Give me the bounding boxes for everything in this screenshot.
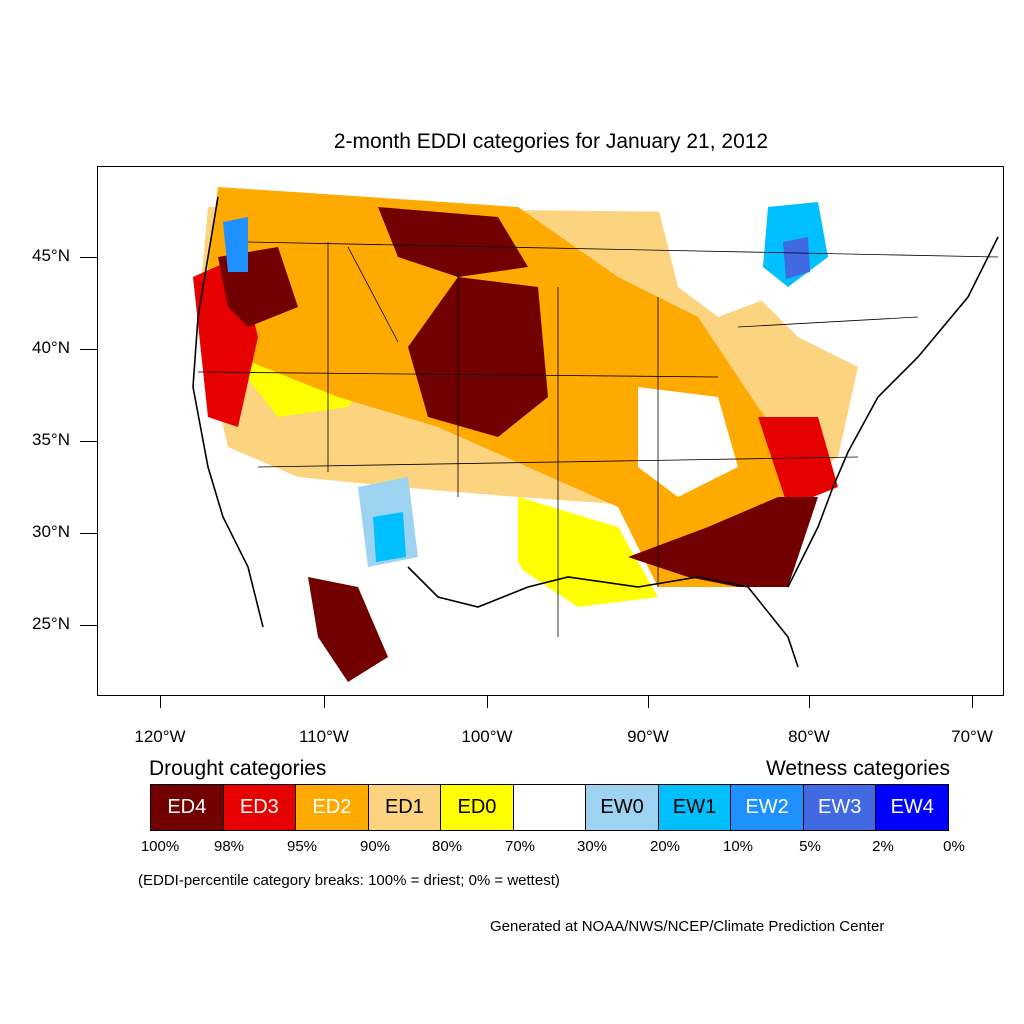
category-ed1: ED1 bbox=[368, 785, 442, 830]
state-boundaries bbox=[197, 241, 999, 637]
lon-label-90: 90°W bbox=[627, 727, 669, 746]
break-label: 80% bbox=[431, 838, 463, 855]
eddi-map bbox=[97, 166, 1004, 696]
break-label: 100% bbox=[140, 838, 180, 855]
lat-label-25: 25°N bbox=[32, 614, 70, 633]
category-label: EW1 bbox=[672, 796, 717, 818]
lat-tick-40 bbox=[80, 349, 97, 350]
ed3-region-2 bbox=[758, 417, 838, 507]
lon-label-110: 110°W bbox=[299, 727, 349, 746]
ew1-region-southwest bbox=[373, 512, 406, 562]
lon-tick-70 bbox=[972, 696, 973, 708]
break-label: 2% bbox=[872, 838, 894, 855]
break-label: 90% bbox=[359, 838, 391, 855]
category-ew0: EW0 bbox=[586, 785, 659, 830]
wetness-heading: Wetness categories bbox=[765, 757, 950, 780]
ed4-region-north bbox=[378, 207, 528, 277]
ew2-region-northwest bbox=[223, 217, 248, 272]
lon-tick-90 bbox=[648, 696, 649, 708]
category-ed0: ED0 bbox=[441, 785, 514, 830]
map-canvas bbox=[192, 177, 1003, 687]
category-label: EW2 bbox=[745, 796, 789, 818]
lon-tick-100 bbox=[487, 696, 488, 708]
category-label: ED2 bbox=[312, 796, 352, 818]
category-ew3: EW3 bbox=[803, 785, 877, 830]
lat-tick-35 bbox=[80, 441, 97, 442]
lat-label-40: 40°N bbox=[32, 338, 70, 357]
category-label: EW3 bbox=[818, 796, 862, 818]
category-label: EW4 bbox=[890, 796, 934, 818]
category-label: EW0 bbox=[600, 796, 644, 818]
ew3-region-quebec bbox=[783, 237, 810, 279]
lat-label-30: 30°N bbox=[32, 522, 70, 541]
category-break-note: (EDDI-percentile category breaks: 100% =… bbox=[138, 872, 560, 889]
break-label: 98% bbox=[213, 838, 245, 855]
category-label: ED4 bbox=[167, 796, 207, 818]
lon-label-70: 70°W bbox=[951, 727, 993, 746]
category-ed2: ED2 bbox=[296, 785, 369, 830]
lat-tick-25 bbox=[80, 625, 97, 626]
lat-tick-45 bbox=[80, 257, 97, 258]
lat-label-45: 45°N bbox=[32, 246, 70, 265]
lon-tick-80 bbox=[809, 696, 810, 708]
category-colorbar: ED4 ED3 ED2 ED1 ED0 EW0 EW1 EW2 EW3 EW4 bbox=[150, 784, 949, 831]
ed4-region-mexico bbox=[308, 577, 388, 682]
break-label: 95% bbox=[286, 838, 318, 855]
lon-label-120: 120°W bbox=[134, 727, 186, 746]
map-title: 2-month EDDI categories for January 21, … bbox=[333, 130, 769, 153]
lat-tick-30 bbox=[80, 533, 97, 534]
category-label: ED1 bbox=[384, 796, 424, 818]
lon-label-100: 100°W bbox=[461, 727, 513, 746]
lat-label-35: 35°N bbox=[32, 430, 70, 449]
category-near-normal bbox=[513, 785, 587, 830]
category-ed3: ED3 bbox=[223, 785, 297, 830]
category-ew1: EW1 bbox=[658, 785, 732, 830]
credit-line: Generated at NOAA/NWS/NCEP/Climate Predi… bbox=[490, 918, 885, 935]
break-label: 20% bbox=[649, 838, 681, 855]
lon-label-80: 80°W bbox=[788, 727, 830, 746]
near-normal-midwest bbox=[638, 387, 738, 497]
category-ew2: EW2 bbox=[731, 785, 804, 830]
break-label: 30% bbox=[576, 838, 608, 855]
lon-tick-120 bbox=[160, 696, 161, 708]
category-ew4: EW4 bbox=[876, 785, 949, 830]
category-ed4: ED4 bbox=[151, 785, 224, 830]
drought-heading: Drought categories bbox=[149, 757, 327, 780]
coastline bbox=[192, 196, 999, 668]
break-label: 10% bbox=[722, 838, 754, 855]
category-label: ED3 bbox=[239, 796, 279, 818]
break-label: 5% bbox=[799, 838, 821, 855]
category-label: ED0 bbox=[457, 796, 497, 818]
lon-tick-110 bbox=[324, 696, 325, 708]
ed4-region-southeast bbox=[628, 497, 818, 587]
ed0-region-2 bbox=[518, 497, 658, 607]
break-label: 70% bbox=[504, 838, 536, 855]
ed4-region-plains bbox=[408, 277, 548, 437]
break-label: 0% bbox=[943, 838, 965, 855]
